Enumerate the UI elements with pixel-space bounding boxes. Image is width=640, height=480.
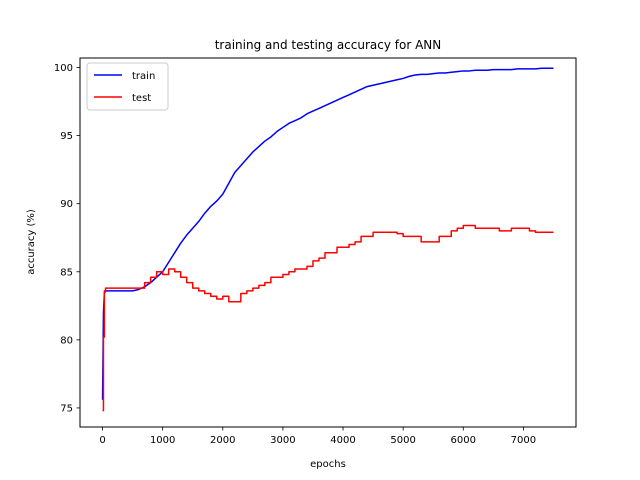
x-tick-label: 7000 [511, 435, 536, 446]
plot-frame [79, 57, 577, 428]
x-tick-label: 4000 [330, 435, 355, 446]
x-tick-label: 2000 [210, 435, 235, 446]
series-line-test [102, 224, 554, 412]
legend-label-test: test [132, 93, 151, 104]
chart-title: training and testing accuracy for ANN [215, 38, 442, 52]
y-tick-label: 100 [54, 63, 73, 74]
y-tick-label: 90 [60, 199, 73, 210]
y-tick-label: 95 [60, 131, 73, 142]
legend-box [86, 62, 169, 111]
y-axis-label: accuracy (%) [26, 209, 37, 275]
legend: train test [86, 62, 169, 111]
y-tick-label: 80 [60, 335, 73, 346]
x-tick-label: 6000 [451, 435, 476, 446]
x-tick-label: 5000 [390, 435, 415, 446]
x-tick-label: 0 [99, 435, 105, 446]
legend-label-train: train [132, 71, 155, 82]
x-tick-label: 3000 [270, 435, 295, 446]
x-axis-label: epochs [310, 459, 346, 470]
y-tick-label: 85 [60, 267, 73, 278]
y-tick-label: 75 [60, 403, 73, 414]
ticks-layer: 0 1000 2000 3000 4000 5000 6000 7000 75 80 85 90 95 1… [54, 63, 536, 446]
series-layer [101, 67, 554, 412]
x-tick-label: 1000 [150, 435, 175, 446]
